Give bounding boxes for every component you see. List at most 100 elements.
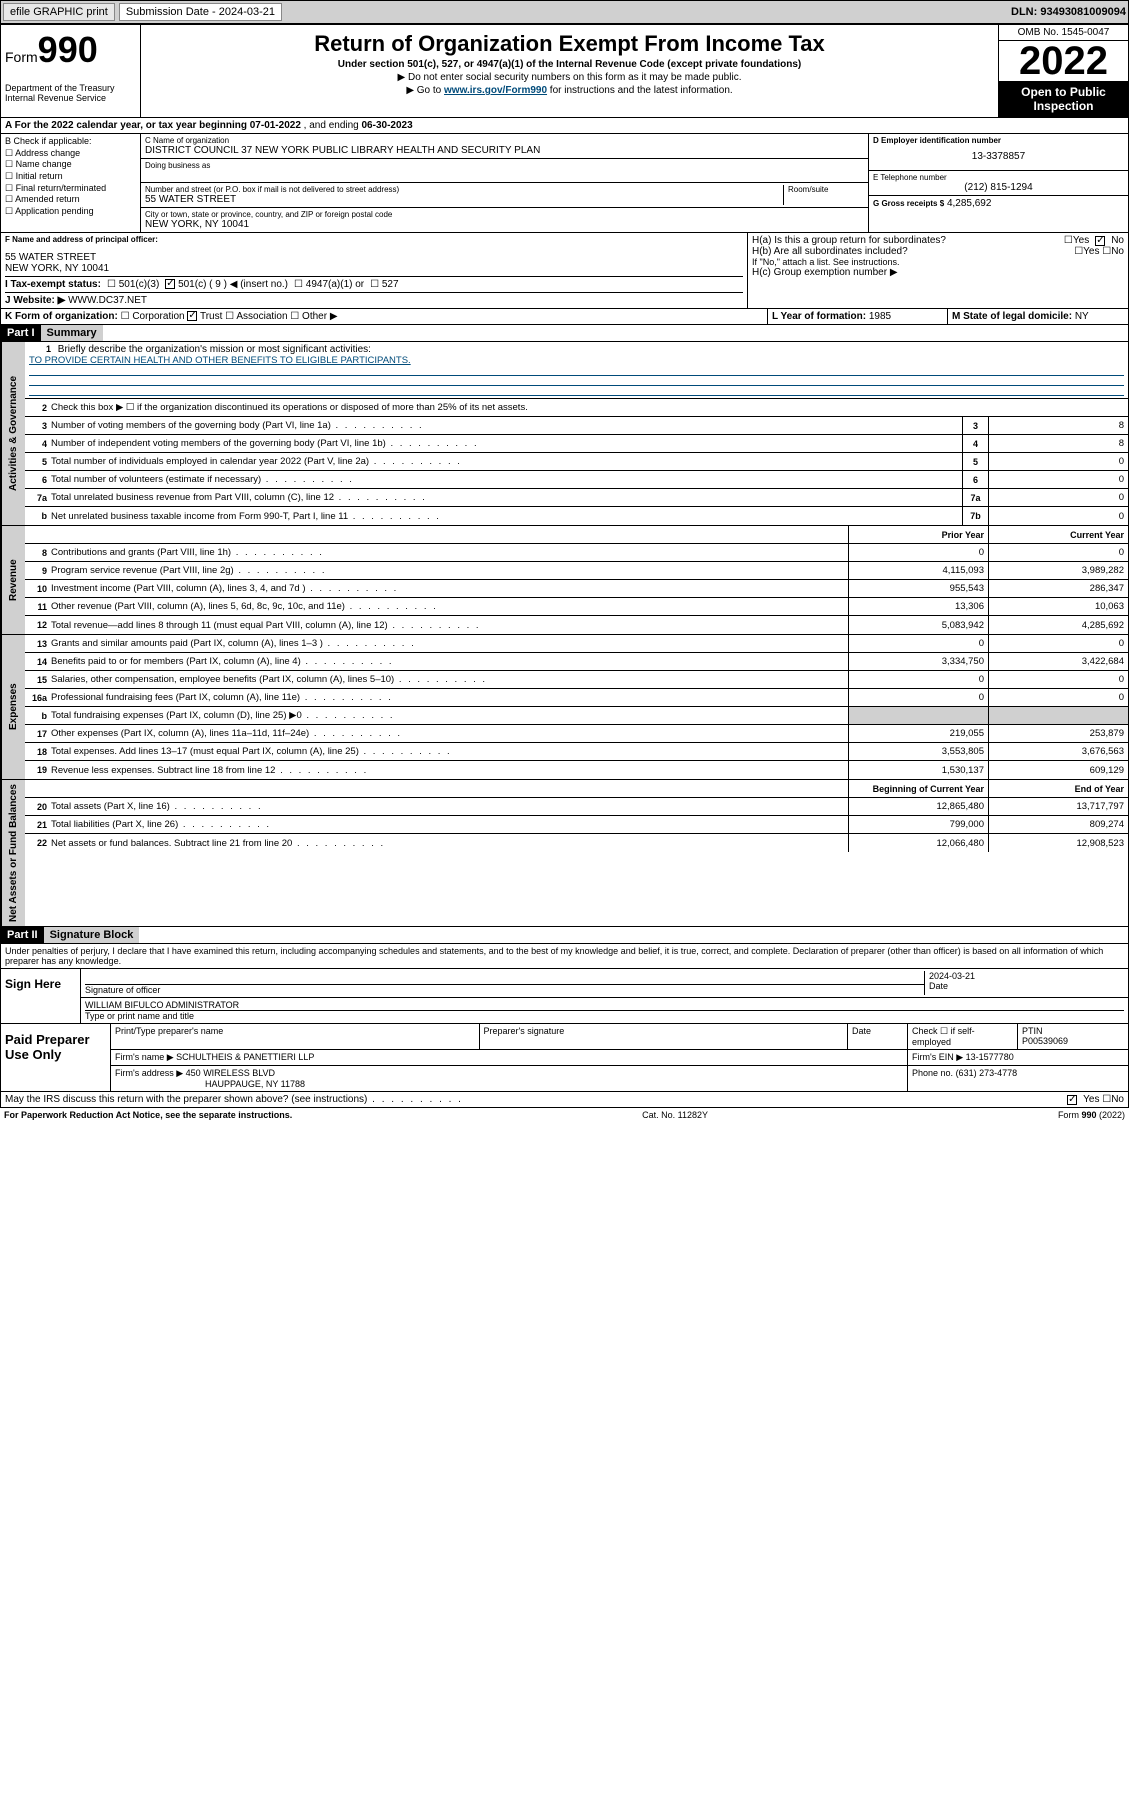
firm-addr-label: Firm's address ▶ (115, 1068, 183, 1078)
ln-prior: 3,553,805 (848, 743, 988, 760)
ln-box: 7b (962, 507, 988, 525)
chk-name[interactable]: ☐ Name change (5, 159, 136, 171)
ln-current: 253,879 (988, 725, 1128, 742)
ln-num: 21 (25, 820, 51, 830)
ln-current: 0 (988, 671, 1128, 688)
line-18: 18 Total expenses. Add lines 13–17 (must… (25, 743, 1128, 761)
firm-name: SCHULTHEIS & PANETTIERI LLP (176, 1052, 314, 1062)
ln-prior: 12,066,480 (848, 834, 988, 852)
line-22: 22 Net assets or fund balances. Subtract… (25, 834, 1128, 852)
gov-line-4: 4 Number of independent voting members o… (25, 435, 1128, 453)
ln-num: 6 (25, 475, 51, 485)
street-address: 55 WATER STREET (145, 194, 783, 205)
chk-amended-lbl: Amended return (15, 194, 80, 204)
pp-check-label[interactable]: Check ☐ if self-employed (912, 1026, 975, 1047)
city-state-zip: NEW YORK, NY 10041 (145, 219, 864, 230)
ha-yesno[interactable]: ☐Yes No (1064, 235, 1124, 246)
chk-final-lbl: Final return/terminated (16, 183, 107, 193)
part2-title: Signature Block (44, 927, 140, 943)
col-current: Current Year (988, 526, 1128, 543)
line-b: b Total fundraising expenses (Part IX, c… (25, 707, 1128, 725)
ln-text: Total revenue—add lines 8 through 11 (mu… (51, 619, 848, 632)
tax-year: 2022 (999, 41, 1128, 81)
chk-pending[interactable]: ☐ Application pending (5, 206, 136, 218)
dba-label: Doing business as (145, 161, 864, 170)
ln-text: Benefits paid to or for members (Part IX… (51, 655, 848, 668)
ln-text: Total fundraising expenses (Part IX, col… (51, 709, 848, 722)
chk-501c3[interactable]: ☐ 501(c)(3) (107, 279, 159, 290)
chk-4947[interactable]: ☐ 4947(a)(1) or (294, 279, 364, 290)
form-number: Form990 (5, 29, 136, 71)
col-beginning: Beginning of Current Year (848, 780, 988, 797)
ln-box: 6 (962, 471, 988, 488)
name-title-label: Type or print name and title (85, 1011, 194, 1021)
hb-yesno[interactable]: ☐Yes ☐No (1074, 246, 1124, 257)
discuss-label: May the IRS discuss this return with the… (5, 1094, 463, 1105)
ln-val: 0 (988, 507, 1128, 525)
period-begin: 07-01-2022 (250, 120, 301, 131)
pp-sig-label: Preparer's signature (484, 1026, 565, 1036)
ln-prior: 5,083,942 (848, 616, 988, 634)
jurat-text: Under penalties of perjury, I declare th… (0, 944, 1129, 969)
department-label: Department of the Treasury Internal Reve… (5, 83, 136, 103)
firm-ein-label: Firm's EIN ▶ (912, 1052, 963, 1062)
chk-other[interactable]: ☐ Other ▶ (290, 311, 337, 322)
chk-501c[interactable]: 501(c) ( 9 ) ◀ (insert no.) (165, 279, 288, 290)
gov-line-7a: 7a Total unrelated business revenue from… (25, 489, 1128, 507)
domicile-label: M State of legal domicile: (952, 311, 1072, 322)
ln-num: 4 (25, 439, 51, 449)
note-link-post: for instructions and the latest informat… (547, 85, 733, 96)
officer-addr1: 55 WATER STREET (5, 252, 743, 263)
tax-period: A For the 2022 calendar year, or tax yea… (0, 118, 1129, 134)
line-13: 13 Grants and similar amounts paid (Part… (25, 635, 1128, 653)
ln-current: 4,285,692 (988, 616, 1128, 634)
signature-block: Sign Here Signature of officer 2024-03-2… (0, 969, 1129, 1024)
discuss-yesno[interactable]: Yes ☐No (1067, 1094, 1124, 1105)
ln-prior: 0 (848, 635, 988, 652)
ln-text: Net unrelated business taxable income fr… (51, 510, 962, 523)
ln-num: 8 (25, 548, 51, 558)
top-bar: efile GRAPHIC print Submission Date - 20… (0, 0, 1129, 24)
ln-num: 12 (25, 620, 51, 630)
chk-trust[interactable]: Trust (187, 311, 222, 322)
org-name: DISTRICT COUNCIL 37 NEW YORK PUBLIC LIBR… (145, 145, 864, 156)
ln-box: 3 (962, 417, 988, 434)
line1-label: Briefly describe the organization's miss… (58, 344, 371, 355)
year-formation-label: L Year of formation: (772, 311, 866, 322)
chk-amended[interactable]: ☐ Amended return (5, 194, 136, 206)
chk-final[interactable]: ☐ Final return/terminated (5, 183, 136, 195)
chk-corp[interactable]: ☐ Corporation (121, 311, 185, 322)
ln-num: 18 (25, 747, 51, 757)
chk-527[interactable]: ☐ 527 (370, 279, 398, 290)
line2-text: Check this box ▶ ☐ if the organization d… (51, 401, 1128, 414)
ln-val: 0 (988, 471, 1128, 488)
chk-trust-lbl: Trust (200, 311, 222, 322)
part1-title: Summary (41, 325, 103, 341)
efile-button[interactable]: efile GRAPHIC print (3, 3, 115, 21)
chk-501c-lbl: 501(c) ( 9 ) ◀ (insert no.) (178, 279, 288, 290)
ln-prior: 799,000 (848, 816, 988, 833)
ln-val: 0 (988, 453, 1128, 470)
hb-label: H(b) Are all subordinates included? (752, 246, 908, 257)
ln-num: 20 (25, 802, 51, 812)
ln-num: 3 (25, 421, 51, 431)
chk-initial-lbl: Initial return (16, 171, 63, 181)
chk-assoc[interactable]: ☐ Association (225, 311, 287, 322)
ln-text: Other expenses (Part IX, column (A), lin… (51, 727, 848, 740)
vtab-expenses: Expenses (1, 635, 25, 779)
irs-link[interactable]: www.irs.gov/Form990 (444, 85, 547, 96)
ln-current: 3,422,684 (988, 653, 1128, 670)
line-12: 12 Total revenue—add lines 8 through 11 … (25, 616, 1128, 634)
dln-label: DLN: 93493081009094 (1011, 6, 1126, 18)
chk-initial[interactable]: ☐ Initial return (5, 171, 136, 183)
ptin-label: PTIN (1022, 1026, 1043, 1036)
chk-address[interactable]: ☐ Address change (5, 148, 136, 160)
sig-date-label: Date (929, 981, 948, 991)
ln-num: 14 (25, 657, 51, 667)
sig-date-value: 2024-03-21 (929, 971, 1124, 981)
chk-assoc-lbl: Association (236, 311, 287, 322)
ln-num: 10 (25, 584, 51, 594)
form-header: Form990 Department of the Treasury Inter… (0, 24, 1129, 118)
gov-line-5: 5 Total number of individuals employed i… (25, 453, 1128, 471)
ha-label: H(a) Is this a group return for subordin… (752, 235, 946, 246)
